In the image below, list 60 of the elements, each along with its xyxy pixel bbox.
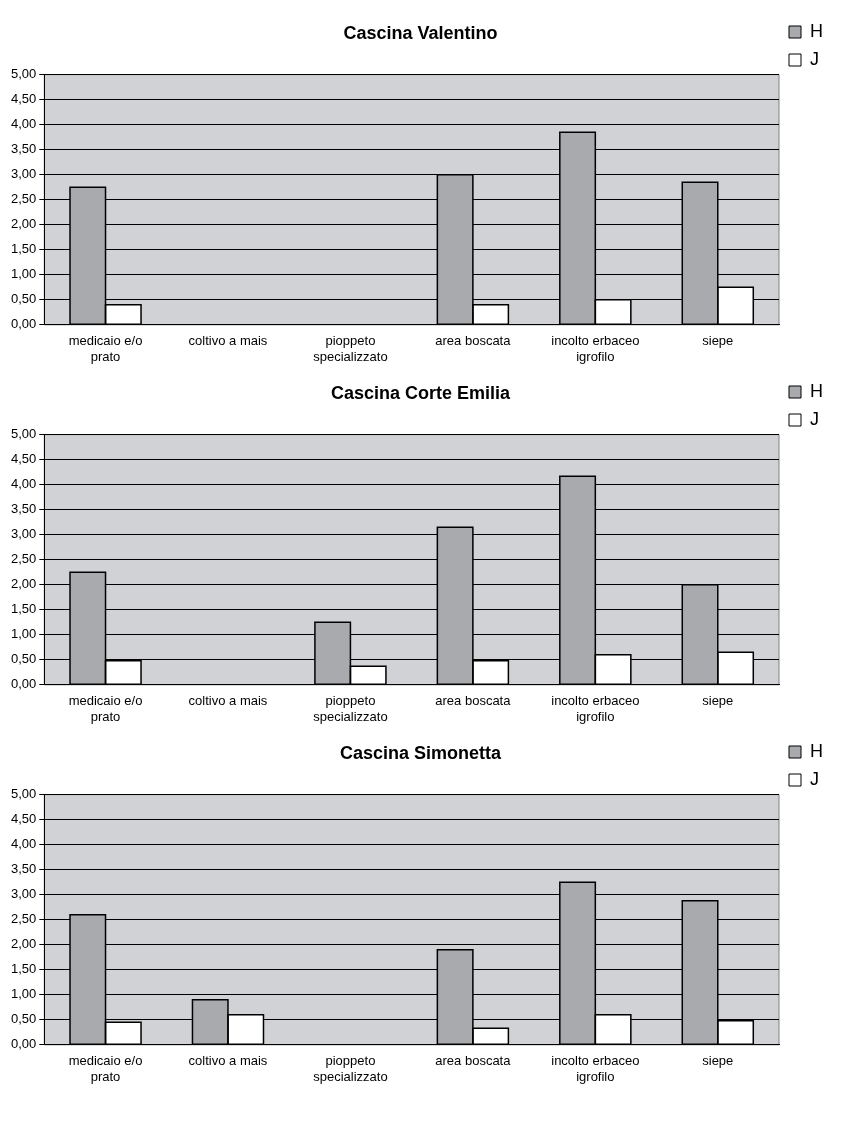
- legend-label: J: [810, 408, 819, 429]
- x-tick-label: pioppeto specializzato: [313, 693, 388, 724]
- x-tick-label: incolto erbaceo igrofilo: [551, 333, 640, 364]
- y-tick-label: 3,50: [10, 861, 37, 877]
- x-tick-label: area boscata: [435, 693, 512, 709]
- chart-title: Cascina Simonetta: [339, 742, 503, 763]
- y-tick-label: 5,00: [10, 786, 37, 802]
- y-tick-label: 4,00: [10, 836, 37, 852]
- x-tick-label: pioppeto specializzato: [313, 1053, 388, 1084]
- legend-label: H: [810, 740, 823, 761]
- y-tick-label: 2,50: [10, 191, 37, 207]
- y-tick-label: 2,50: [10, 551, 37, 567]
- legend-label: J: [810, 48, 819, 69]
- y-tick-label: 1,50: [10, 601, 37, 617]
- y-tick-label: 0,00: [10, 1036, 37, 1052]
- x-tick-label: siepe: [702, 333, 734, 349]
- x-tick-label: area boscata: [435, 1053, 512, 1069]
- y-tick-label: 5,00: [10, 66, 37, 82]
- y-tick-label: 1,50: [10, 241, 37, 257]
- x-tick-label: coltivo a mais: [188, 693, 268, 709]
- legend-label: H: [810, 20, 823, 41]
- legend-label: J: [810, 768, 819, 789]
- y-tick-label: 2,50: [10, 911, 37, 927]
- y-tick-label: 0,00: [10, 676, 37, 692]
- y-tick-label: 2,00: [10, 936, 37, 952]
- x-tick-label: area boscata: [435, 333, 512, 349]
- y-tick-label: 1,00: [10, 626, 37, 642]
- chart-title: Cascina Valentino: [343, 22, 498, 43]
- y-tick-label: 4,50: [10, 91, 37, 107]
- x-tick-label: coltivo a mais: [188, 1053, 268, 1069]
- y-tick-label: 5,00: [10, 426, 37, 442]
- x-tick-label: pioppeto specializzato: [313, 333, 388, 364]
- y-tick-label: 3,00: [10, 886, 37, 902]
- y-tick-label: 0,00: [10, 316, 37, 332]
- y-tick-label: 3,00: [10, 526, 37, 542]
- x-tick-label: coltivo a mais: [188, 333, 268, 349]
- y-tick-label: 4,50: [10, 811, 37, 827]
- y-tick-label: 0,50: [10, 291, 37, 307]
- x-tick-label: siepe: [702, 1053, 734, 1069]
- y-tick-label: 2,00: [10, 216, 37, 232]
- y-tick-label: 4,00: [10, 476, 37, 492]
- x-tick-label: incolto erbaceo igrofilo: [551, 693, 640, 724]
- x-tick-label: medicaio e/o prato: [68, 333, 143, 364]
- y-tick-label: 1,50: [10, 961, 37, 977]
- y-tick-label: 0,50: [10, 651, 37, 667]
- chart-title: Cascina Corte Emilia: [330, 382, 512, 403]
- y-tick-label: 4,00: [10, 116, 37, 132]
- x-tick-label: siepe: [702, 693, 734, 709]
- x-tick-label: incolto erbaceo igrofilo: [551, 1053, 640, 1084]
- y-tick-label: 2,00: [10, 576, 37, 592]
- legend-label: H: [810, 380, 823, 401]
- y-tick-label: 0,50: [10, 1011, 37, 1027]
- y-tick-label: 3,00: [10, 166, 37, 182]
- y-tick-label: 3,50: [10, 141, 37, 157]
- x-tick-label: medicaio e/o prato: [68, 693, 143, 724]
- x-tick-label: medicaio e/o prato: [68, 1053, 143, 1084]
- y-tick-label: 1,00: [10, 986, 37, 1002]
- y-tick-label: 4,50: [10, 451, 37, 467]
- y-tick-label: 1,00: [10, 266, 37, 282]
- y-tick-label: 3,50: [10, 501, 37, 517]
